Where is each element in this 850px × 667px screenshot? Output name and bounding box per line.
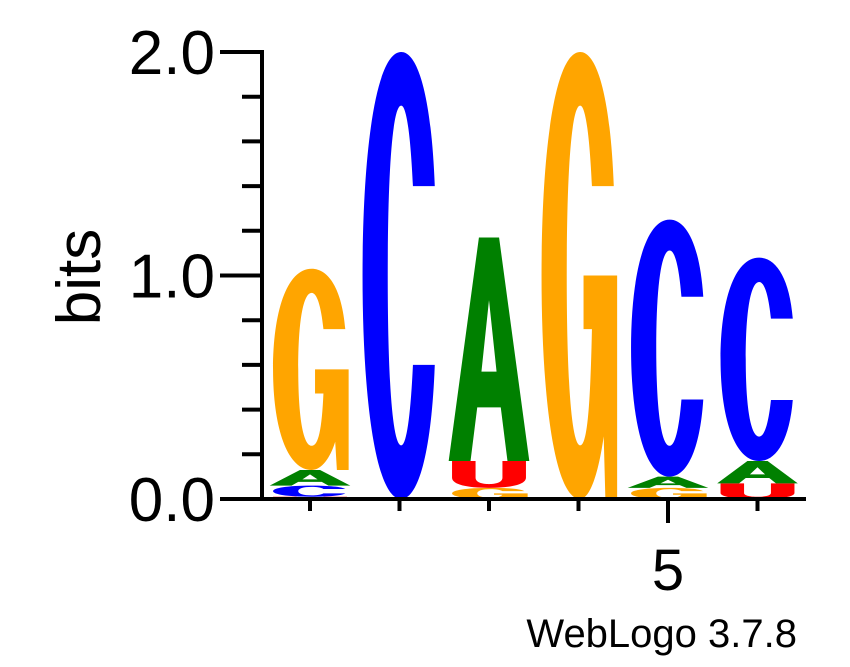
letter-G-pos1 — [273, 268, 349, 470]
letter-A-pos3 — [448, 237, 530, 462]
letter-C-pos1 — [273, 485, 346, 497]
letter-A-pos6 — [717, 461, 798, 484]
footer-version-label: WebLogo 3.7.8 — [526, 612, 797, 656]
letter-C-pos6 — [720, 257, 793, 462]
letter-A-pos5 — [627, 476, 709, 488]
letter-U-pos3 — [452, 461, 526, 488]
y-tick-label: 2.0 — [129, 19, 215, 88]
y-tick-label: 0.0 — [129, 466, 215, 535]
letter-G-pos3 — [452, 487, 528, 499]
letter-G-pos4 — [541, 52, 618, 500]
letter-C-pos5 — [631, 219, 704, 477]
letter-C-pos2 — [362, 52, 435, 500]
logo-letter-stacks — [269, 52, 798, 500]
x-tick-label: 5 — [652, 538, 684, 603]
y-tick-label: 1.0 — [129, 243, 215, 312]
letter-U-pos6 — [720, 483, 795, 499]
letter-A-pos1 — [269, 469, 351, 486]
letter-G-pos5 — [631, 487, 707, 499]
axes: 0.0 1.0 2.0 5 — [129, 19, 806, 603]
y-axis-title: bits — [45, 229, 114, 325]
